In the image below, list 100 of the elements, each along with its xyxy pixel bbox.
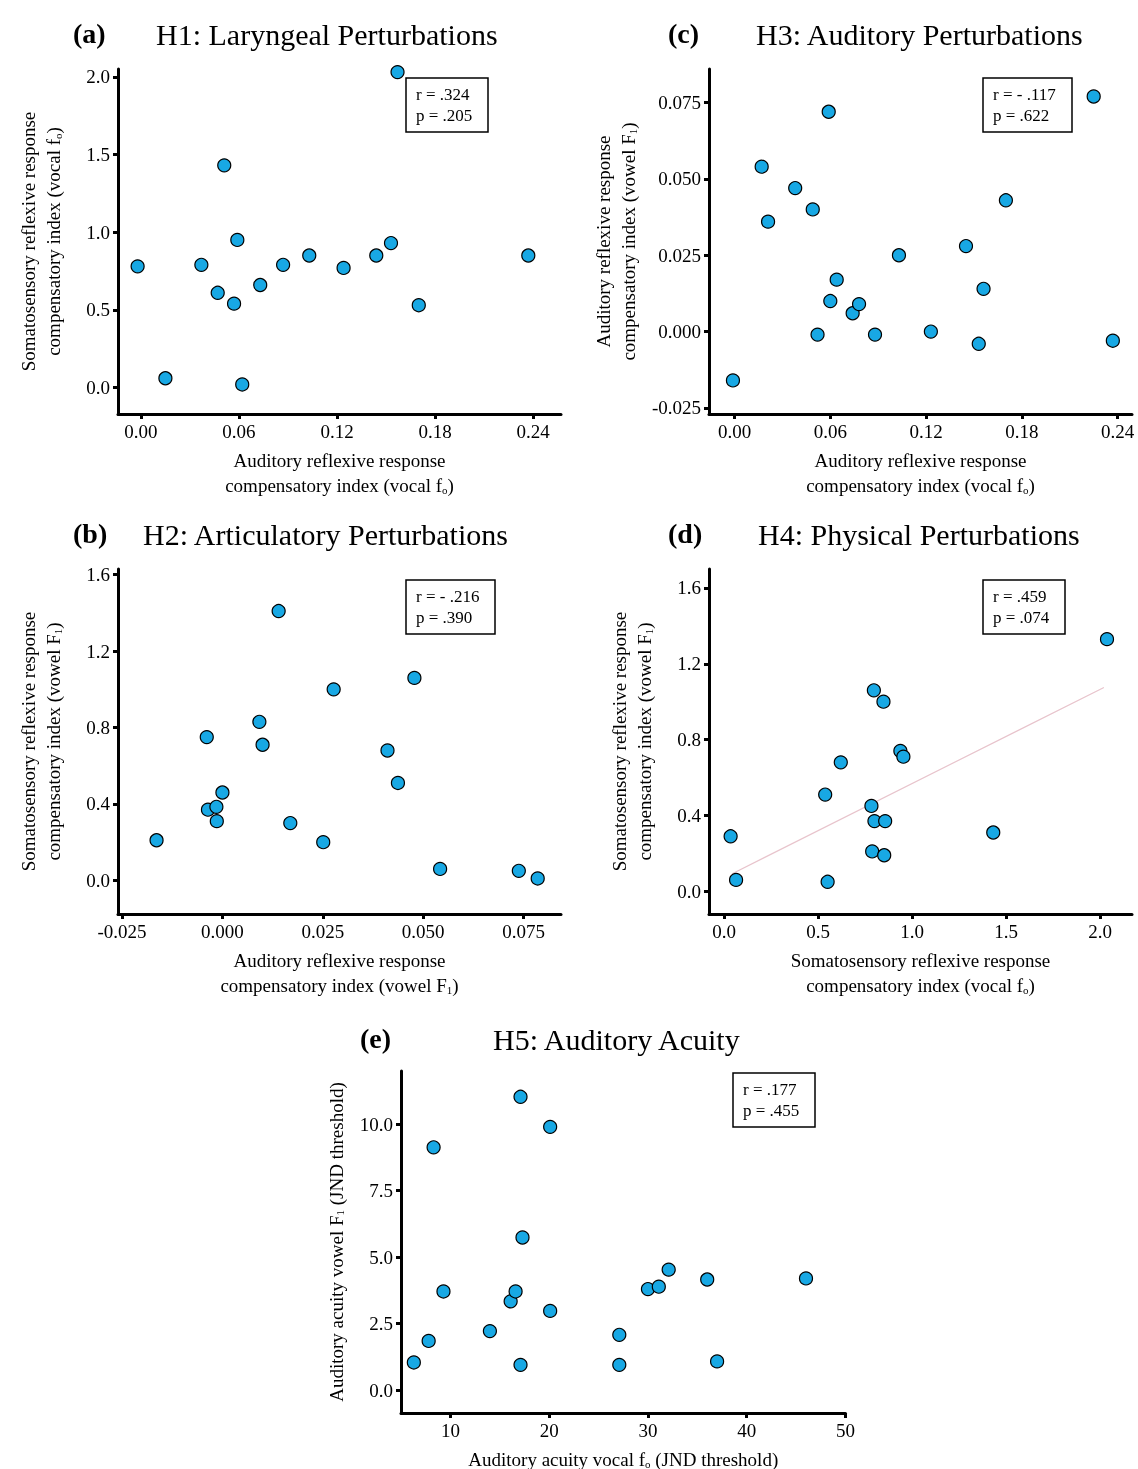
annotation: r = - .216 [416,587,480,606]
point [543,1119,558,1134]
point [820,874,835,889]
point [754,159,769,174]
point [230,232,245,248]
chart-title: H1: Laryngeal Perturbations [156,17,498,51]
y-tick-label: 0.0 [86,377,110,399]
y-axis-title: Auditory reflexive response compensatory index (vowel F1) [593,122,641,361]
point [210,285,225,300]
y-tick-label: 1.2 [677,653,701,675]
annotation: p = .390 [416,608,473,627]
x-tick-label: 0.025 [301,921,345,942]
x-tick-label: 1.0 [900,921,924,942]
y-tick-label: 0.0 [86,869,110,891]
point [877,848,892,863]
y-tick-label: 0.5 [86,299,110,321]
point [406,1355,421,1370]
y-tick-label: 7.5 [369,1180,393,1202]
x-tick-label: 30 [638,1420,658,1441]
x-tick-label: 50 [836,1420,855,1441]
point [833,755,848,770]
point [818,787,833,802]
point [810,327,825,342]
x-tick-label: 0.06 [222,421,256,442]
point [543,1303,558,1318]
point [411,298,426,313]
y-tick-label: 1.6 [677,577,701,599]
x-tick-label: 2.0 [1088,921,1112,942]
point [383,235,399,251]
point [1105,333,1120,348]
point [515,1230,530,1245]
point [513,1357,528,1372]
x-tick-label: 0.24 [1101,421,1135,442]
point [876,694,891,709]
point [482,1323,497,1339]
y-tick-label: 0.4 [86,793,111,815]
point [661,1262,676,1277]
point [896,749,911,764]
point [209,799,224,814]
point [878,814,893,829]
y-tick-label: 0.8 [677,729,701,751]
text: (d) [668,517,703,549]
y-tick-label: 0.0 [677,880,701,902]
point [276,257,291,272]
point [316,835,331,850]
point [508,1284,523,1299]
point [390,65,405,80]
point [158,371,173,386]
point [1086,89,1101,104]
x-tick-label: 20 [539,1420,559,1441]
y-tick-label: 0.000 [658,321,701,343]
y-tick-label: -0.025 [651,397,701,419]
point [130,259,145,274]
x-tick-label: 0.075 [502,921,546,942]
x-tick-label: 0.24 [516,421,551,442]
point [390,775,406,791]
point [829,272,844,287]
point [725,373,741,388]
point [217,158,232,173]
x-tick-label: 0.000 [201,921,244,942]
point [252,714,267,729]
point [426,1140,441,1155]
point [864,798,879,814]
y-tick-label: 0.025 [658,244,701,266]
x-tick-label: 0.050 [401,921,445,942]
point [513,1089,528,1104]
point [209,814,224,829]
y-tick-label: 2.5 [369,1313,393,1335]
y-tick-label: 5.0 [369,1246,393,1268]
chart-title: H4: Physical Perturbations [758,517,1080,551]
x-axis-title: Auditory reflexive response compensatory index (vocal fo) [806,450,1035,497]
y-tick-label: 1.5 [86,143,110,165]
point [255,737,270,752]
x-tick-label: 0.00 [717,421,752,442]
annotation: r = .177 [743,1080,797,1099]
x-tick-label: 0.18 [418,421,452,442]
point [805,202,820,217]
point [821,104,836,119]
x-tick-label: 0.12 [909,421,943,442]
point [226,296,242,311]
y-tick-label: 1.0 [86,221,110,243]
text: (a) [73,17,106,49]
annotation: r = .459 [993,587,1047,606]
point [723,829,738,844]
point [958,238,974,254]
point [421,1333,436,1349]
y-tick-label: 0.8 [86,717,110,739]
y-tick-label: 2.0 [86,66,110,88]
point [971,336,986,351]
point [923,324,938,339]
point [380,743,395,758]
text: (b) [73,517,108,549]
annotation: p = .205 [416,106,473,125]
y-tick-label: 1.2 [86,640,110,662]
annotation: p = .074 [993,608,1050,627]
point [511,863,526,878]
point [788,180,803,196]
point [530,871,545,886]
chart-title: H5: Auditory Acuity [493,1022,740,1056]
point [760,214,776,229]
